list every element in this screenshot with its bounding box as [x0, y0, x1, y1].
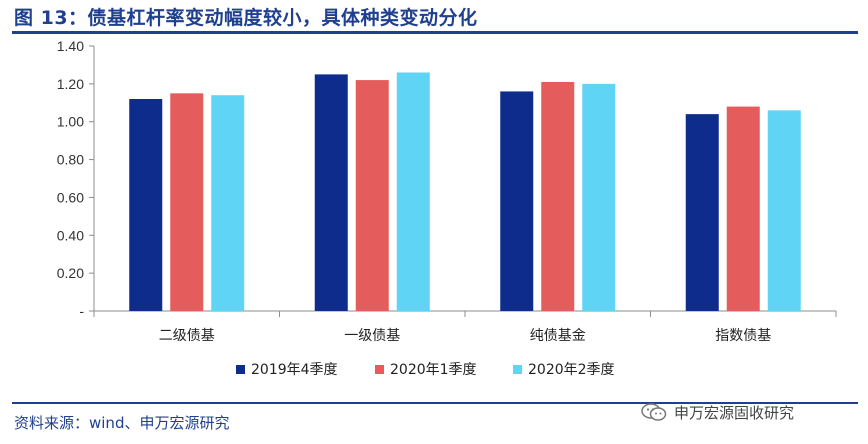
x-axis: 二级债基 一级债基 纯债基金 指数债基 [93, 310, 837, 344]
y-tick-label: 1.20 [57, 76, 84, 92]
legend-label: 2020年1季度 [390, 362, 477, 378]
y-tick-label: 0.20 [57, 265, 84, 281]
y-tick-label: - [79, 303, 84, 319]
category-label: 纯债基金 [530, 327, 586, 344]
y-tick-label: 1.00 [57, 114, 84, 130]
bar [129, 99, 163, 311]
category-label: 二级债基 [159, 327, 215, 344]
y-axis: - 0.20 0.40 0.60 0.80 1.00 1.20 1.40 [57, 38, 95, 319]
figure-title: 图 13：债基杠杆率变动幅度较小，具体种类变动分化 [14, 7, 478, 29]
bar [355, 80, 389, 311]
y-tick-label: 0.40 [57, 227, 84, 243]
bar [726, 106, 760, 311]
legend-label: 2020年2季度 [528, 362, 615, 378]
legend-swatch [375, 365, 384, 374]
bar [170, 93, 204, 311]
bar [500, 91, 534, 311]
bar [314, 74, 348, 312]
bar [396, 72, 430, 311]
bar [582, 83, 616, 311]
bar [211, 95, 245, 311]
y-tick-label: 0.60 [57, 189, 84, 205]
y-tick-label: 0.80 [57, 152, 84, 168]
legend-label: 2019年4季度 [251, 362, 338, 378]
bar-chart: - 0.20 0.40 0.60 0.80 1.00 1.20 1.40 二级债基 一级债基 纯债… [57, 38, 837, 378]
category-label: 一级债基 [344, 327, 400, 344]
source-note: 资料来源：wind、申万宏源研究 [14, 414, 230, 432]
y-tick-label: 1.40 [57, 38, 84, 54]
bar [685, 114, 719, 312]
wechat-icon [641, 403, 667, 421]
legend: 2019年4季度 2020年1季度 2020年2季度 [236, 362, 615, 378]
title-rule [12, 31, 858, 34]
category-label: 指数债基 [715, 327, 771, 344]
bar [767, 110, 801, 311]
watermark-text: 申万宏源固收研究 [674, 403, 795, 422]
bars [129, 72, 801, 312]
footer-rule [12, 402, 858, 404]
watermark: 申万宏源固收研究 [640, 400, 862, 424]
legend-swatch [236, 365, 245, 374]
bar [541, 81, 575, 311]
legend-swatch [513, 365, 522, 374]
